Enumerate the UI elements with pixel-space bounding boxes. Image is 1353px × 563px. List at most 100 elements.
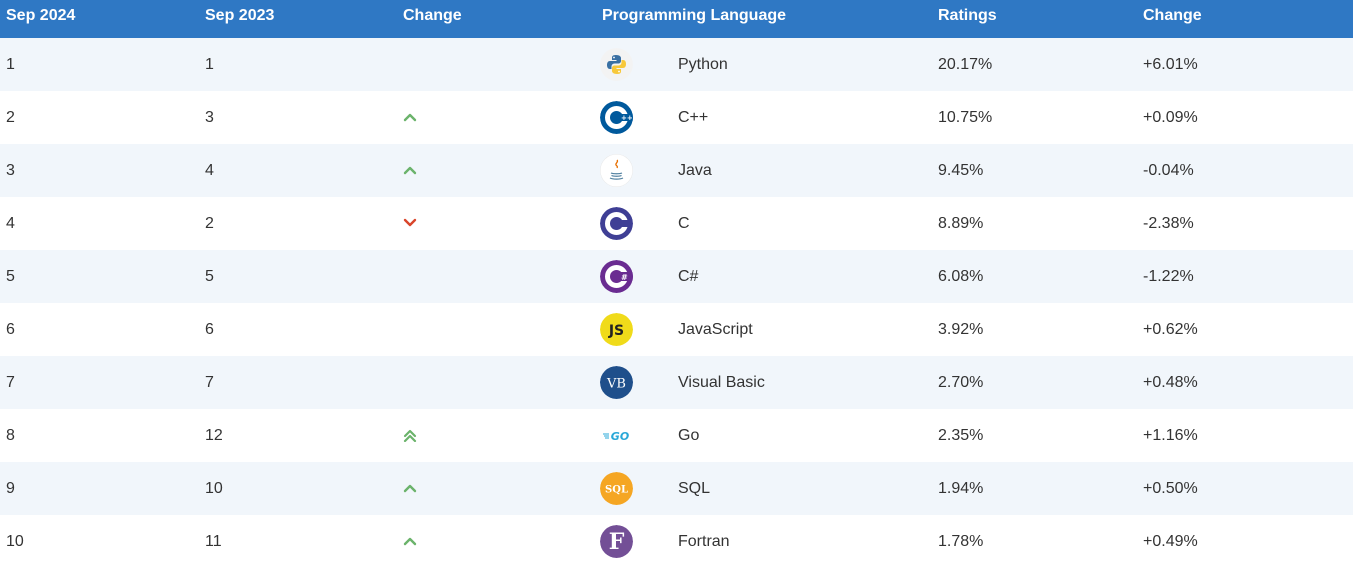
rank-previous: 4 bbox=[205, 161, 214, 179]
table-row: 4 2 C 8.89% -2.38% bbox=[0, 197, 1353, 250]
rating-value: 8.89% bbox=[938, 214, 984, 232]
rank-change bbox=[397, 462, 596, 515]
rank-previous: 3 bbox=[205, 108, 214, 126]
rating-change: +0.62% bbox=[1143, 320, 1198, 338]
rating-value: 3.92% bbox=[938, 320, 984, 338]
visual-basic-icon: VB bbox=[600, 366, 633, 399]
language-logo bbox=[596, 38, 672, 91]
table-row: 1 1 Python 20.17% +6.01% bbox=[0, 38, 1353, 91]
language-logo: F bbox=[596, 515, 672, 563]
rank-previous: 7 bbox=[205, 373, 214, 391]
language-name[interactable]: Visual Basic bbox=[678, 373, 765, 391]
language-name[interactable]: SQL bbox=[678, 479, 711, 497]
header-sep-2024[interactable]: Sep 2024 bbox=[6, 7, 76, 24]
rank-change bbox=[397, 303, 596, 356]
rank-change bbox=[397, 91, 596, 144]
rank-previous: 11 bbox=[205, 532, 222, 550]
table-row: 9 10 SQL SQL 1.94% +0.50% bbox=[0, 462, 1353, 515]
rating-value: 9.45% bbox=[938, 161, 984, 179]
svg-text:VB: VB bbox=[606, 377, 626, 392]
rank-current: 1 bbox=[6, 55, 15, 73]
rank-current: 2 bbox=[6, 108, 15, 126]
rating-change: +0.50% bbox=[1143, 479, 1198, 497]
language-logo: GO bbox=[596, 409, 672, 462]
rating-value: 1.78% bbox=[938, 532, 984, 550]
rating-change: +0.48% bbox=[1143, 373, 1198, 391]
c-icon bbox=[600, 207, 633, 240]
rank-previous: 2 bbox=[205, 214, 214, 232]
rank-change bbox=[397, 144, 596, 197]
fortran-icon: F bbox=[600, 525, 633, 558]
header-programming-language[interactable]: Programming Language bbox=[602, 7, 787, 24]
table-header-row: Sep 2024 Sep 2023 Change Programming Lan… bbox=[0, 0, 1353, 38]
chevron-up-icon bbox=[403, 109, 417, 126]
rating-value: 6.08% bbox=[938, 267, 984, 285]
language-name[interactable]: JavaScript bbox=[678, 320, 753, 338]
rating-change: +0.09% bbox=[1143, 108, 1198, 126]
language-name[interactable]: Java bbox=[678, 161, 712, 179]
rank-previous: 5 bbox=[205, 267, 214, 285]
language-logo: VB bbox=[596, 356, 672, 409]
sql-icon: SQL bbox=[600, 472, 633, 505]
language-name[interactable]: Go bbox=[678, 426, 700, 444]
chevron-down-icon bbox=[403, 215, 417, 232]
language-name[interactable]: C++ bbox=[678, 108, 709, 126]
language-logo bbox=[596, 197, 672, 250]
rank-previous: 6 bbox=[205, 320, 214, 338]
rating-change: +1.16% bbox=[1143, 426, 1198, 444]
rating-change: -1.22% bbox=[1143, 267, 1194, 285]
chevron-up-icon bbox=[403, 533, 417, 550]
header-change[interactable]: Change bbox=[403, 7, 462, 24]
rank-change bbox=[397, 515, 596, 563]
rank-current: 4 bbox=[6, 214, 15, 232]
chevron-up-icon bbox=[403, 480, 417, 497]
rating-value: 20.17% bbox=[938, 55, 993, 73]
cplusplus-icon: ++ bbox=[600, 101, 633, 134]
language-name[interactable]: C bbox=[678, 214, 690, 232]
java-icon bbox=[600, 154, 633, 187]
rating-value: 2.70% bbox=[938, 373, 984, 391]
rank-current: 6 bbox=[6, 320, 15, 338]
rank-current: 9 bbox=[6, 479, 15, 497]
rank-change bbox=[397, 250, 596, 303]
go-icon: GO bbox=[600, 419, 633, 452]
rating-value: 10.75% bbox=[938, 108, 993, 126]
language-name[interactable]: Python bbox=[678, 55, 728, 73]
double-chevron-up-icon bbox=[403, 427, 417, 444]
rank-change bbox=[397, 197, 596, 250]
svg-text:SQL: SQL bbox=[605, 485, 628, 496]
svg-text:GO: GO bbox=[611, 430, 629, 443]
language-name[interactable]: Fortran bbox=[678, 532, 730, 550]
table-row: 3 4 Java 9.45% -0.04% bbox=[0, 144, 1353, 197]
language-logo bbox=[596, 144, 672, 197]
rating-change: +0.49% bbox=[1143, 532, 1198, 550]
header-change-percent[interactable]: Change bbox=[1143, 7, 1202, 24]
table-row: 5 5 # C# 6.08% -1.22% bbox=[0, 250, 1353, 303]
header-ratings[interactable]: Ratings bbox=[938, 7, 997, 24]
language-logo: SQL bbox=[596, 462, 672, 515]
svg-text:JS: JS bbox=[608, 323, 624, 339]
rank-change bbox=[397, 356, 596, 409]
rank-change bbox=[397, 38, 596, 91]
rank-previous: 1 bbox=[205, 55, 214, 73]
svg-text:F: F bbox=[609, 529, 625, 555]
language-logo: ++ bbox=[596, 91, 672, 144]
header-sep-2023[interactable]: Sep 2023 bbox=[205, 7, 275, 24]
language-name[interactable]: C# bbox=[678, 267, 699, 285]
rank-current: 7 bbox=[6, 373, 15, 391]
language-logo: # bbox=[596, 250, 672, 303]
python-icon bbox=[600, 48, 633, 81]
rank-current: 8 bbox=[6, 426, 15, 444]
rank-current: 10 bbox=[6, 532, 24, 550]
rating-change: +6.01% bbox=[1143, 55, 1198, 73]
language-logo: JS bbox=[596, 303, 672, 356]
rank-change bbox=[397, 409, 596, 462]
svg-text:++: ++ bbox=[621, 114, 633, 122]
rank-previous: 10 bbox=[205, 479, 223, 497]
rating-change: -2.38% bbox=[1143, 214, 1194, 232]
svg-text:#: # bbox=[621, 273, 628, 282]
table-row: 2 3 ++ C++ 10.75% +0.09% bbox=[0, 91, 1353, 144]
chevron-up-icon bbox=[403, 162, 417, 179]
javascript-icon: JS bbox=[600, 313, 633, 346]
